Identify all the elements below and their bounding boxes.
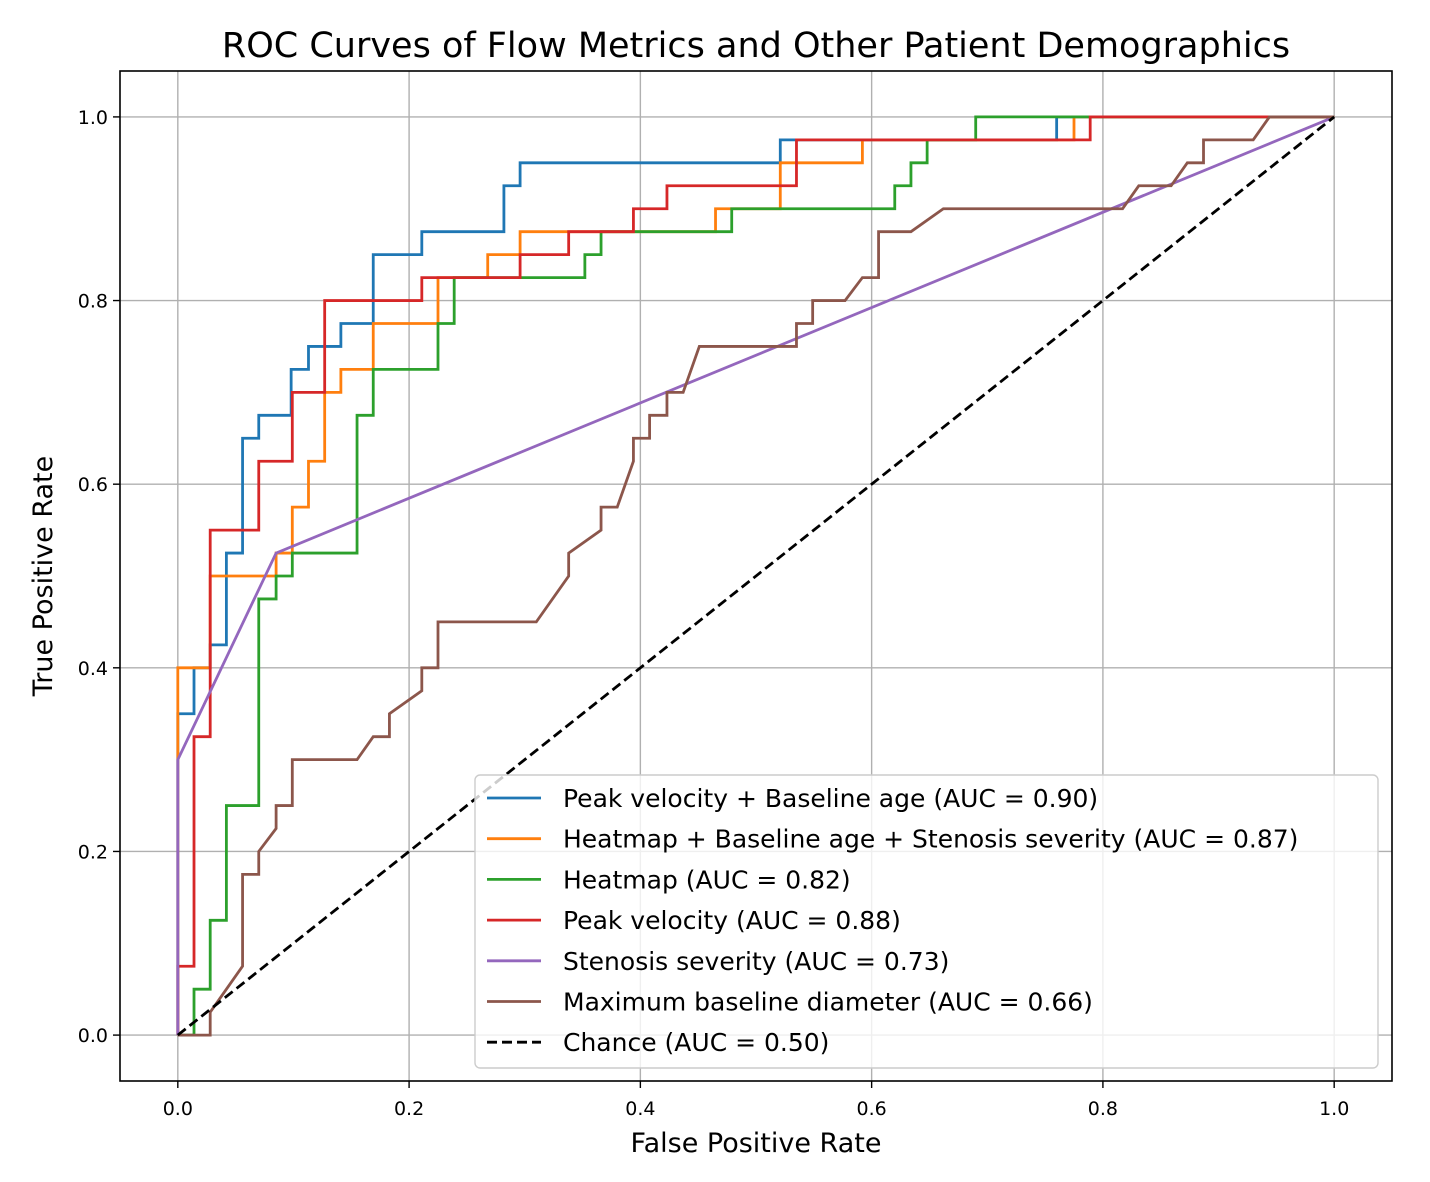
- legend-label: Chance (AUC = 0.50): [563, 1028, 829, 1057]
- series-line-3: [176, 115, 1335, 1036]
- legend: Peak velocity + Baseline age (AUC = 0.90…: [474, 774, 1379, 1069]
- y-tick-label: 0.8: [78, 291, 108, 313]
- y-tick-label: 0.4: [78, 658, 108, 680]
- plot-frame: [119, 70, 1393, 1082]
- x-tick-label: 0.2: [394, 1098, 424, 1120]
- grid-lines: [120, 71, 1392, 1081]
- y-axis-ticks: 0.0 0.2 0.4 0.6 0.8 1.0: [78, 107, 120, 1047]
- legend-label: Peak velocity (AUC = 0.88): [563, 906, 901, 935]
- legend-label: Heatmap + Baseline age + Stenosis severi…: [563, 825, 1298, 854]
- legend-label: Stenosis severity (AUC = 0.73): [563, 947, 949, 976]
- y-axis-label: True Positive Rate: [28, 456, 59, 698]
- x-tick-label: 1.0: [1319, 1098, 1349, 1120]
- y-tick-label: 0.2: [78, 841, 108, 863]
- x-axis-label: False Positive Rate: [631, 1128, 882, 1159]
- legend-label: Peak velocity + Baseline age (AUC = 0.90…: [563, 784, 1098, 813]
- legend-label: Heatmap (AUC = 0.82): [563, 865, 851, 894]
- x-tick-label: 0.8: [1088, 1098, 1118, 1120]
- series-line-6: [176, 115, 1336, 1037]
- x-tick-label: 0.6: [857, 1098, 887, 1120]
- series-line-5: [177, 115, 1335, 1037]
- x-tick-label: 0.0: [163, 1098, 193, 1120]
- legend-label: Maximum baseline diameter (AUC = 0.66): [563, 988, 1093, 1017]
- y-tick-label: 0.0: [78, 1025, 108, 1047]
- series-lines: [176, 115, 1336, 1037]
- y-tick-label: 0.6: [78, 474, 108, 496]
- chart-title: ROC Curves of Flow Metrics and Other Pat…: [222, 26, 1290, 66]
- series-line-4: [176, 115, 1335, 1036]
- y-tick-label: 1.0: [78, 107, 108, 129]
- x-tick-label: 0.4: [625, 1098, 655, 1120]
- legend-box: [474, 774, 1379, 1069]
- series-line-2: [177, 115, 1335, 1037]
- x-axis-ticks: 0.0 0.2 0.4 0.6 0.8 1.0: [163, 1081, 1349, 1120]
